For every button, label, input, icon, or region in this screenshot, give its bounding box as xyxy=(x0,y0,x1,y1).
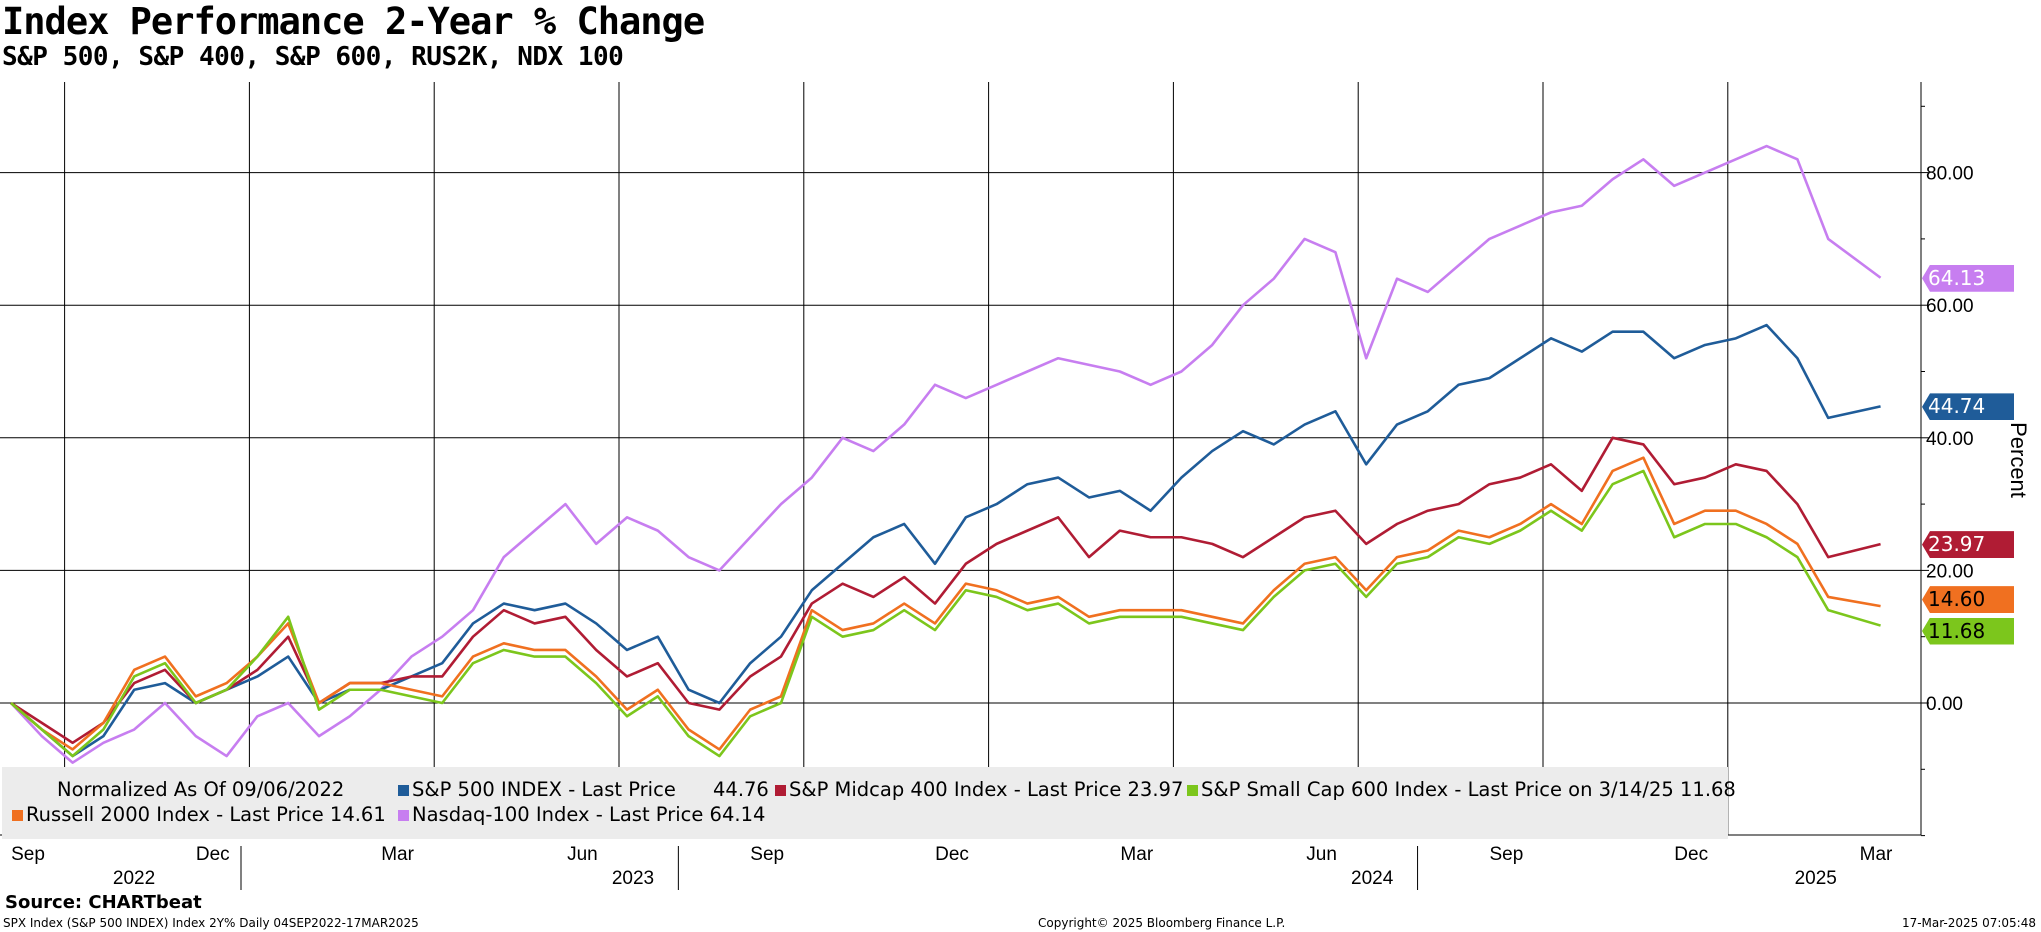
legend-label: Russell 2000 Index - Last Price 14.61 xyxy=(26,803,386,826)
last-value-tag: 11.68 xyxy=(1922,617,2014,645)
y-tick-label: 60.00 xyxy=(1926,296,1974,317)
legend-swatch xyxy=(12,810,23,821)
footer-copyright: Copyright© 2025 Bloomberg Finance L.P. xyxy=(1038,916,1286,930)
legend-normalized: Normalized As Of 09/06/2022 xyxy=(57,778,345,801)
series-line xyxy=(10,144,1882,764)
legend-label: S&P Midcap 400 Index - Last Price 23.97 xyxy=(789,778,1184,801)
legend: Normalized As Of 09/06/2022 S&P 500 INDE… xyxy=(2,767,1736,839)
legend-swatch xyxy=(775,785,786,796)
series-line xyxy=(10,469,1881,758)
series-line xyxy=(10,456,1881,751)
x-year-label: 2025 xyxy=(1795,868,1837,889)
legend-item-sp600: S&P Small Cap 600 Index - Last Price on … xyxy=(1187,778,1736,801)
legend-label: S&P 500 INDEX - Last Price 44.76 xyxy=(412,778,769,801)
last-value-tag: 23.97 xyxy=(1922,531,2014,559)
x-year-label: 2022 xyxy=(113,868,155,889)
series-line xyxy=(10,436,1881,745)
x-month-label: Dec xyxy=(935,844,969,865)
last-value-tag: 64.13 xyxy=(1922,264,2014,292)
legend-item-ndx: Nasdaq-100 Index - Last Price 64.14 xyxy=(398,803,765,826)
legend-label: S&P Small Cap 600 Index - Last Price on … xyxy=(1201,778,1736,801)
x-month-label: Mar xyxy=(1860,844,1893,865)
x-month-label: Sep xyxy=(750,844,784,865)
x-month-label: Sep xyxy=(11,844,45,865)
legend-swatch xyxy=(398,810,409,821)
last-value-tag: 44.74 xyxy=(1922,393,2014,421)
footer-left: SPX Index (S&P 500 INDEX) Index 2Y% Dail… xyxy=(3,916,419,930)
x-year-label: 2024 xyxy=(1351,868,1394,889)
x-month-label: Jun xyxy=(567,844,598,865)
y-tick-label: 40.00 xyxy=(1926,429,1974,450)
source-label: Source: CHARTbeat xyxy=(5,892,202,913)
legend-item-rus2k: Russell 2000 Index - Last Price 14.61 xyxy=(12,803,386,826)
legend-item-sp400: S&P Midcap 400 Index - Last Price 23.97 xyxy=(775,778,1183,801)
legend-item-sp500: S&P 500 INDEX - Last Price 44.76 xyxy=(398,778,769,801)
last-value-tag: 14.60 xyxy=(1922,586,2014,614)
y-tick-label: 0.00 xyxy=(1926,694,1963,715)
legend-swatch xyxy=(398,785,409,796)
chart-title: Index Performance 2-Year % Change xyxy=(2,0,705,43)
chart-subtitle: S&P 500, S&P 400, S&P 600, RUS2K, NDX 10… xyxy=(2,42,624,72)
y-tick-label: 80.00 xyxy=(1926,164,1974,185)
x-month-label: Mar xyxy=(381,844,414,865)
footer-timestamp: 17-Mar-2025 07:05:48 xyxy=(1901,916,2036,930)
x-month-label: Dec xyxy=(196,844,230,865)
legend-swatch xyxy=(1187,785,1198,796)
legend-label: Nasdaq-100 Index - Last Price 64.14 xyxy=(412,803,766,826)
y-axis-label: Percent xyxy=(2006,422,2031,498)
x-month-label: Mar xyxy=(1120,844,1153,865)
y-tick-label: 20.00 xyxy=(1926,561,1974,582)
x-month-label: Sep xyxy=(1489,844,1523,865)
x-month-label: Dec xyxy=(1674,844,1708,865)
x-year-label: 2023 xyxy=(612,868,654,889)
x-month-label: Jun xyxy=(1306,844,1337,865)
